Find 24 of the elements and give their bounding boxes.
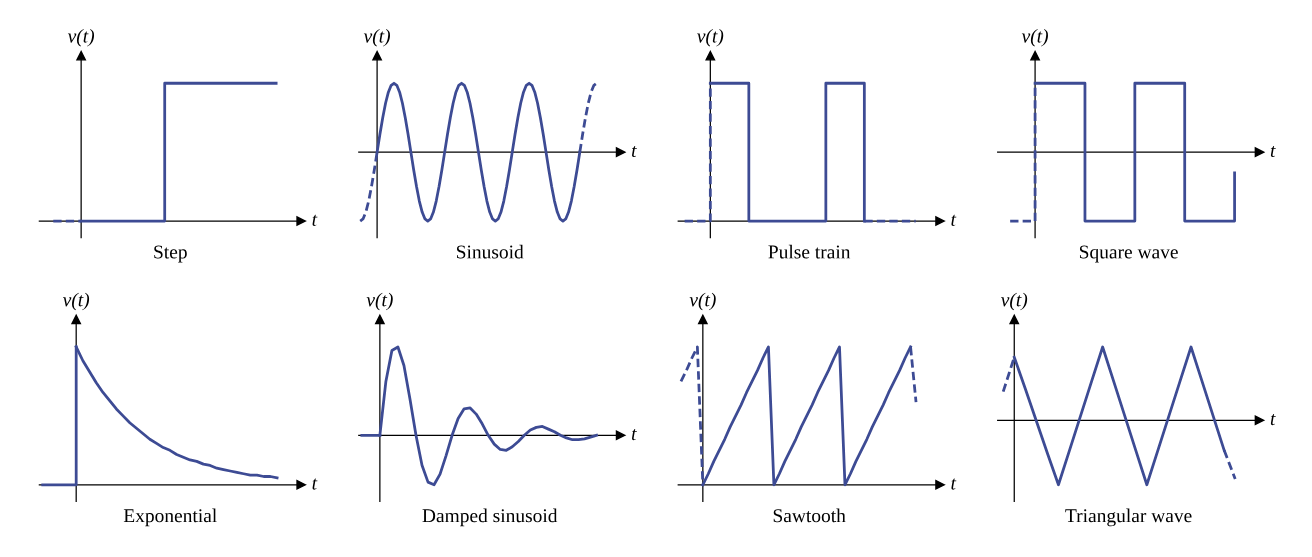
text: Damped sinusoid bbox=[422, 508, 558, 527]
text: Pulse train bbox=[768, 244, 851, 259]
y-axis-title: v(t) bbox=[697, 28, 724, 47]
x-axis-title: t bbox=[631, 429, 637, 441]
y-axis-title: v(t) bbox=[366, 292, 393, 311]
x-axis-title: t bbox=[951, 214, 957, 226]
x-axis-title: t bbox=[951, 478, 957, 490]
y-axis-title: v(t) bbox=[1001, 292, 1028, 311]
x-axis-title: t bbox=[312, 478, 318, 490]
text: Step bbox=[154, 245, 187, 263]
x-axis-title: t bbox=[1270, 414, 1276, 426]
y-axis-title: v(t) bbox=[363, 28, 390, 47]
text: Sawtooth bbox=[773, 508, 846, 523]
x-axis-title: t bbox=[1270, 145, 1276, 158]
y-axis-title: v(t) bbox=[67, 28, 95, 47]
text: Square wave bbox=[1079, 245, 1178, 263]
text: Sinusoid bbox=[456, 244, 524, 259]
text: Exponential bbox=[123, 508, 217, 527]
x-axis-title: t bbox=[312, 214, 318, 226]
y-axis-title: v(t) bbox=[1021, 28, 1048, 47]
text: Triangular wave bbox=[1065, 508, 1192, 527]
y-axis-title: v(t) bbox=[62, 292, 90, 311]
x-axis-title: t bbox=[631, 145, 637, 158]
y-axis-title: v(t) bbox=[689, 292, 716, 311]
